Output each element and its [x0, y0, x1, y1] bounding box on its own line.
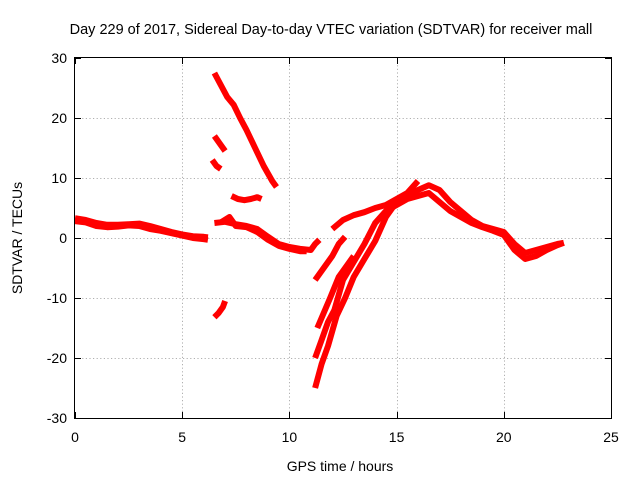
x-tick-label: 5 — [178, 429, 186, 445]
series-track-i — [312, 190, 565, 360]
series-track-b — [211, 134, 228, 153]
series-track-j — [314, 254, 357, 330]
y-tick-label: 10 — [51, 170, 67, 186]
series-track-c — [209, 158, 223, 172]
series-track-h — [312, 182, 565, 389]
series-track-main-b — [74, 218, 209, 243]
series-layer — [74, 71, 565, 389]
x-tick-label: 15 — [389, 429, 405, 445]
plot-frame — [74, 57, 612, 419]
series-track-k — [312, 234, 348, 282]
chart-title: Day 229 of 2017, Sidereal Day-to-day VTE… — [70, 22, 593, 38]
series-track-l — [330, 179, 421, 232]
x-tick-labels: 0 5 10 15 20 25 — [71, 429, 619, 445]
x-tick-label: 10 — [282, 429, 298, 445]
y-tick-label: -30 — [47, 410, 67, 426]
series-track-f — [219, 214, 307, 255]
y-tick-label: -20 — [47, 350, 67, 366]
series-track-a — [211, 71, 279, 189]
y-tick-label: 20 — [51, 110, 67, 126]
series-track-d — [230, 193, 263, 204]
x-tick-label: 25 — [603, 429, 619, 445]
series-track-g — [212, 299, 228, 320]
y-axis-label: SDTVAR / TECUs — [9, 182, 25, 294]
x-tick-label: 0 — [71, 429, 79, 445]
y-tick-labels: -30 -20 -10 0 10 20 30 — [47, 50, 67, 426]
y-tick-label: -10 — [47, 290, 67, 306]
y-tick-label: 30 — [51, 50, 67, 66]
x-tick-label: 20 — [496, 429, 512, 445]
x-axis-label: GPS time / hours — [287, 458, 394, 474]
y-tick-label: 0 — [59, 230, 67, 246]
axis-ticks — [75, 58, 612, 419]
